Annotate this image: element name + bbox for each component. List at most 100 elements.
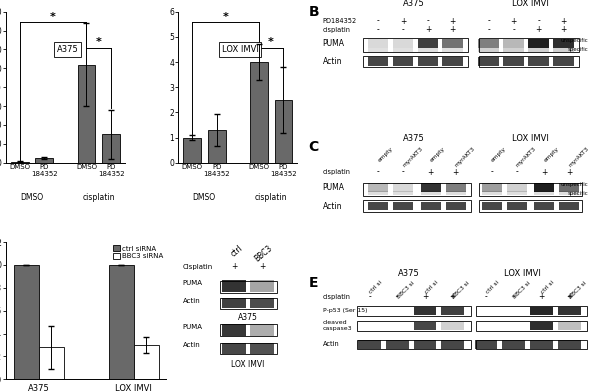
Bar: [35, 158, 53, 163]
Text: -: -: [377, 25, 379, 34]
Bar: [77, 65, 95, 163]
Bar: [250, 280, 274, 292]
Bar: [368, 39, 388, 48]
Text: cisplatin: cisplatin: [83, 193, 115, 202]
Bar: [223, 298, 246, 308]
Bar: [442, 39, 463, 48]
Text: LOX IMVI: LOX IMVI: [504, 269, 541, 278]
Bar: [530, 307, 553, 315]
Text: empty: empty: [490, 145, 507, 163]
Text: +: +: [259, 262, 265, 271]
Text: +: +: [511, 17, 517, 26]
Bar: [109, 265, 134, 379]
Text: +: +: [427, 167, 434, 176]
Bar: [223, 343, 246, 353]
Bar: [479, 56, 579, 67]
Bar: [553, 39, 574, 48]
Bar: [418, 39, 439, 48]
Text: *: *: [96, 37, 102, 47]
Bar: [223, 280, 246, 292]
Text: ctrl si: ctrl si: [540, 280, 555, 295]
Bar: [421, 202, 440, 210]
Text: myrAKT3: myrAKT3: [568, 145, 590, 168]
Bar: [418, 57, 439, 66]
Text: cisplatin: cisplatin: [323, 169, 350, 175]
Text: -: -: [368, 292, 371, 301]
Bar: [14, 265, 38, 379]
Bar: [475, 322, 497, 330]
Bar: [482, 192, 502, 195]
Text: LOX IMVI: LOX IMVI: [512, 134, 549, 143]
Text: +: +: [560, 25, 567, 34]
Bar: [559, 202, 579, 210]
Text: -: -: [485, 292, 487, 301]
Bar: [363, 183, 471, 196]
Text: empty: empty: [377, 145, 394, 163]
Text: +: +: [400, 17, 406, 26]
Bar: [530, 322, 553, 330]
Text: +: +: [536, 25, 542, 34]
Bar: [553, 48, 574, 52]
Bar: [442, 48, 463, 52]
Bar: [358, 307, 381, 315]
Bar: [446, 192, 466, 195]
Text: ctrl: ctrl: [229, 243, 245, 258]
Text: -: -: [488, 25, 490, 34]
Text: PD184352: PD184352: [323, 18, 357, 24]
Text: -: -: [377, 167, 379, 176]
Bar: [134, 345, 159, 379]
Text: *: *: [50, 12, 56, 22]
Text: -: -: [396, 292, 399, 301]
Text: +: +: [231, 262, 237, 271]
Text: ctrl si: ctrl si: [485, 280, 500, 295]
Text: A375: A375: [403, 134, 425, 143]
Bar: [368, 57, 388, 66]
Text: +: +: [560, 17, 567, 26]
Text: *: *: [223, 12, 228, 22]
Text: +: +: [452, 167, 459, 176]
Text: Actin: Actin: [182, 342, 200, 348]
Text: *: *: [268, 37, 274, 47]
Bar: [386, 340, 409, 349]
Bar: [357, 321, 471, 331]
Bar: [392, 39, 413, 48]
Text: BBC3 si: BBC3 si: [568, 280, 587, 300]
Bar: [506, 192, 527, 195]
Bar: [446, 183, 466, 192]
Bar: [482, 183, 502, 192]
Bar: [220, 281, 277, 294]
Bar: [358, 340, 381, 349]
Bar: [535, 202, 554, 210]
Text: -: -: [490, 167, 493, 176]
Text: E: E: [309, 276, 318, 290]
Text: BBC3 si: BBC3 si: [396, 280, 415, 300]
Bar: [414, 340, 436, 349]
Bar: [535, 183, 554, 192]
Bar: [502, 322, 525, 330]
Text: ctrl si: ctrl si: [368, 280, 383, 295]
Bar: [368, 192, 388, 195]
Text: specific: specific: [568, 191, 589, 196]
Bar: [414, 307, 436, 315]
Text: myrAKT3: myrAKT3: [454, 145, 476, 168]
Text: -: -: [512, 25, 515, 34]
Bar: [392, 57, 413, 66]
Bar: [250, 324, 274, 336]
Bar: [559, 192, 579, 195]
Text: -: -: [401, 167, 404, 176]
Text: A375: A375: [398, 269, 419, 278]
Bar: [482, 202, 502, 210]
Bar: [535, 192, 554, 195]
Bar: [363, 56, 468, 67]
Bar: [386, 307, 409, 315]
Bar: [478, 39, 499, 48]
Text: cisplatin: cisplatin: [323, 27, 350, 33]
Bar: [503, 57, 524, 66]
Bar: [223, 324, 246, 336]
Bar: [250, 298, 274, 308]
Text: PUMA: PUMA: [323, 183, 344, 192]
Bar: [442, 307, 464, 315]
Bar: [38, 347, 64, 379]
Bar: [476, 321, 587, 331]
Bar: [479, 200, 582, 212]
